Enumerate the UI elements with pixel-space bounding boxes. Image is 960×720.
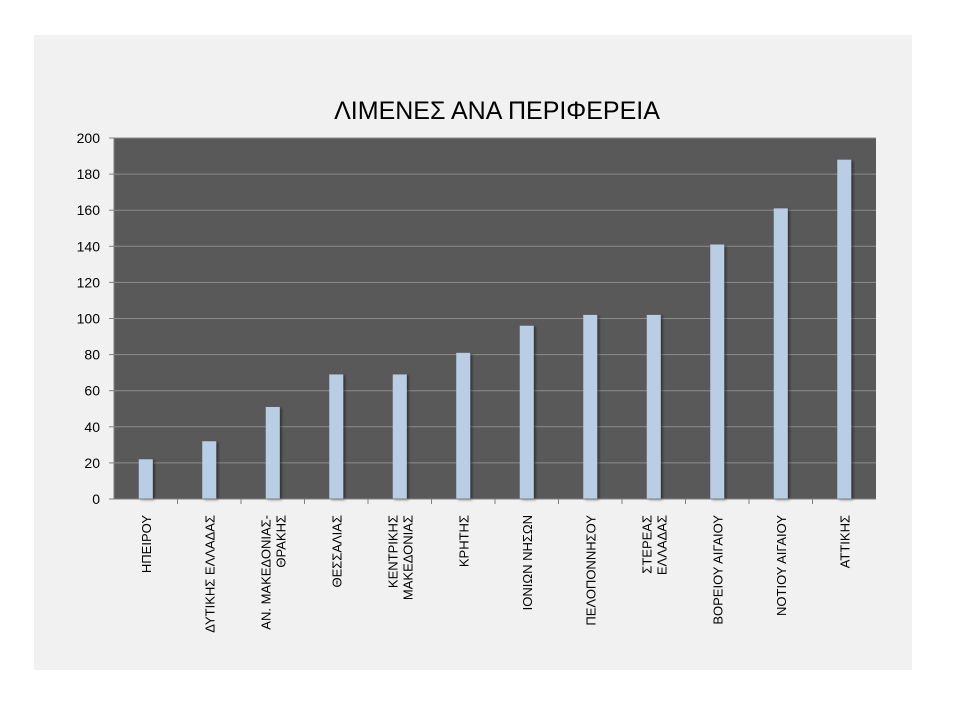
x-category-label: ΠΕΛΟΠΟΝΝΗΣΟΥ xyxy=(583,515,598,626)
x-category-label: ΒΟΡΕΙΟΥ ΑΙΓΑΙΟΥ xyxy=(710,515,725,625)
x-category-label: ΚΡΗΤΗΣ xyxy=(456,515,471,567)
bar xyxy=(456,352,471,499)
slide-background: ΛΙΜΕΝΕΣ ΑΝΑ ΠΕΡΙΦΕΡΕΙΑ 0 20 40 60 80 100 120 14… xyxy=(34,35,912,670)
y-tick-label: 60 xyxy=(84,383,100,399)
x-category-label: ΑΤΤΙΚΗΣ xyxy=(837,515,852,568)
y-axis: 0 20 40 60 80 100 120 140 160 180 200 xyxy=(77,130,115,507)
x-category-label: ΕΛΛΑΔΑΣ xyxy=(654,515,669,575)
x-category-label: ΗΠΕΙΡΟΥ xyxy=(139,515,154,573)
y-tick-label: 160 xyxy=(77,202,101,218)
bar xyxy=(392,374,407,499)
x-category-label: ΜΑΚΕΔΟΝΙΑΣ xyxy=(400,515,415,600)
y-tick-label: 0 xyxy=(92,491,100,507)
x-category-label: ΣΤΕΡΕΑΣ xyxy=(639,515,654,574)
x-category-label: ΑΝ. ΜΑΚΕΔΟΝΙΑΣ- xyxy=(258,515,273,630)
x-category-label: ΘΕΣΣΑΛΙΑΣ xyxy=(329,515,344,588)
y-tick-label: 200 xyxy=(77,130,101,146)
y-tick-label: 20 xyxy=(84,455,100,471)
bar xyxy=(329,374,344,499)
bar xyxy=(202,441,217,499)
x-axis: ΗΠΕΙΡΟΥ ΔΥΤΙΚΗΣ ΕΛΛΑΔΑΣ ΑΝ. ΜΑΚΕΔΟΝΙΑΣ- ΘΡΑ… xyxy=(114,498,876,633)
chart-title: ΛΙΜΕΝΕΣ ΑΝΑ ΠΕΡΙΦΕΡΕΙΑ xyxy=(334,97,660,125)
bar xyxy=(710,244,725,499)
y-tick-label: 180 xyxy=(77,166,101,182)
y-tick-label: 80 xyxy=(84,347,100,363)
bar xyxy=(773,208,788,499)
bar xyxy=(265,406,280,499)
bar xyxy=(519,325,534,499)
bars xyxy=(138,159,852,499)
x-category-label: ΙΟΝΙΩΝ ΝΗΣΩΝ xyxy=(520,515,535,610)
x-category-label: ΝΟΤΙΟΥ ΑΙΓΑΙΟΥ xyxy=(774,515,789,616)
bar xyxy=(138,459,153,499)
x-category-label: ΘΡΑΚΗΣ xyxy=(273,515,288,568)
y-tick-label: 100 xyxy=(77,311,101,327)
x-category-label: ΚΕΝΤΡΙΚΗΣ xyxy=(385,515,400,588)
gridlines xyxy=(114,137,876,464)
y-tick-label: 140 xyxy=(77,238,101,254)
bar xyxy=(646,314,661,499)
bar-chart: ΛΙΜΕΝΕΣ ΑΝΑ ΠΕΡΙΦΕΡΕΙΑ 0 20 40 60 80 100 120 14… xyxy=(77,97,876,633)
y-tick-label: 40 xyxy=(84,419,100,435)
y-tick-label: 120 xyxy=(77,274,101,290)
bar xyxy=(837,159,852,499)
bar xyxy=(583,314,598,499)
x-category-label: ΔΥΤΙΚΗΣ ΕΛΛΑΔΑΣ xyxy=(202,515,217,633)
